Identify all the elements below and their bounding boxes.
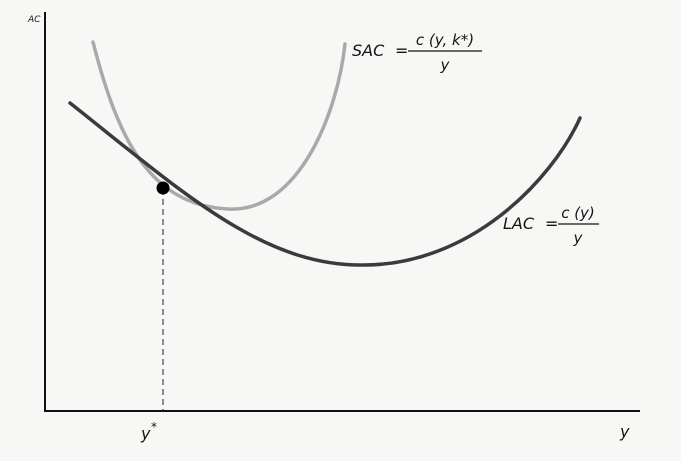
lac-curve [68,101,582,267]
sac-equals: = [395,41,408,60]
lac-denominator: y [573,229,584,247]
lac-label: LAC = c (y) y [503,204,599,247]
sac-curve [91,40,347,211]
lac-numerator: c (y) [561,204,595,222]
lac-name: LAC [503,214,535,233]
sac-label: SAC = c (y, k*) y [352,31,482,74]
y-star-tick-label: y [140,424,151,443]
sac-denominator: y [440,56,451,74]
sac-numerator: c (y, k*) [416,31,474,49]
sac-name: SAC [352,41,385,60]
lac-equals: = [545,214,558,233]
y-axis-label: AC [27,15,41,25]
tangency-point [156,181,170,195]
x-axis-label: y [619,422,630,441]
y-star-superscript: * [151,420,157,434]
